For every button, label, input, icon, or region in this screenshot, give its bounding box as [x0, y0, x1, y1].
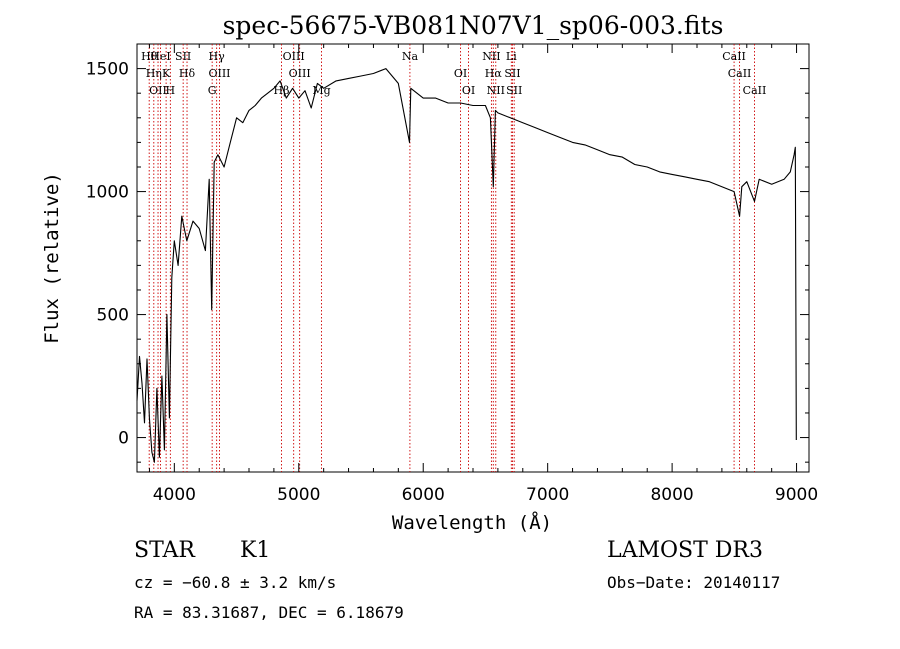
x-tick-label: 8000 [650, 485, 693, 505]
survey-name: LAMOST DR3 [607, 538, 763, 563]
redshift-velocity: cz = −60.8 ± 3.2 km/s [134, 573, 337, 592]
line-marker-label: Hθ [141, 50, 158, 63]
y-axis-label: Flux (relative) [41, 172, 63, 344]
line-marker-label: Hδ [179, 67, 196, 80]
y-tick-label: 0 [118, 429, 129, 449]
line-marker-label: SII [506, 84, 522, 97]
line-marker-label: Na [402, 50, 419, 63]
line-marker-label: HeI [150, 50, 170, 63]
line-marker-label: NII [487, 84, 505, 97]
line-marker-label: Hα [485, 67, 503, 80]
line-marker-label: NII [482, 50, 500, 63]
x-tick-label: 9000 [775, 485, 818, 505]
line-marker-label: OIII [289, 67, 311, 80]
y-tick-label: 500 [97, 306, 129, 326]
observation-date: Obs−Date: 20140117 [607, 573, 781, 592]
coordinates: RA = 83.31687, DEC = 6.18679 [134, 603, 404, 622]
line-marker-label: Hβ [274, 84, 290, 97]
line-marker-label: CaII [722, 50, 746, 63]
line-marker-label: Hη [146, 67, 162, 80]
y-tick-label: 1000 [86, 183, 129, 203]
line-marker-label: SII [504, 67, 520, 80]
line-marker-label: CaII [743, 84, 767, 97]
line-marker-label: OII [149, 84, 167, 97]
line-marker-label: CaII [728, 67, 752, 80]
line-marker-label: OIII [208, 67, 230, 80]
line-marker-label: G [208, 84, 217, 97]
line-marker-label: OIII [283, 50, 305, 63]
x-tick-label: 5000 [277, 485, 320, 505]
line-marker-label: Li [506, 50, 517, 63]
line-marker-label: SII [175, 50, 191, 63]
line-marker-label: H [166, 84, 176, 97]
x-tick-label: 7000 [526, 485, 569, 505]
plot-frame [136, 43, 810, 473]
y-tick-label: 1500 [86, 60, 129, 80]
line-marker-label: Hγ [209, 50, 226, 63]
x-axis-label: Wavelength (Å) [392, 511, 552, 534]
line-marker-label: K [162, 67, 171, 80]
chart-title: spec-56675-VB081N07V1_sp06-003.fits [223, 11, 724, 40]
object-class: STAR [134, 538, 195, 563]
line-marker-label: OI [462, 84, 475, 97]
x-tick-label: 4000 [153, 485, 196, 505]
x-tick-label: 6000 [402, 485, 445, 505]
line-marker-label: OI [454, 67, 467, 80]
spectrum-line-0 [136, 68, 797, 463]
object-subclass: K1 [240, 538, 271, 563]
